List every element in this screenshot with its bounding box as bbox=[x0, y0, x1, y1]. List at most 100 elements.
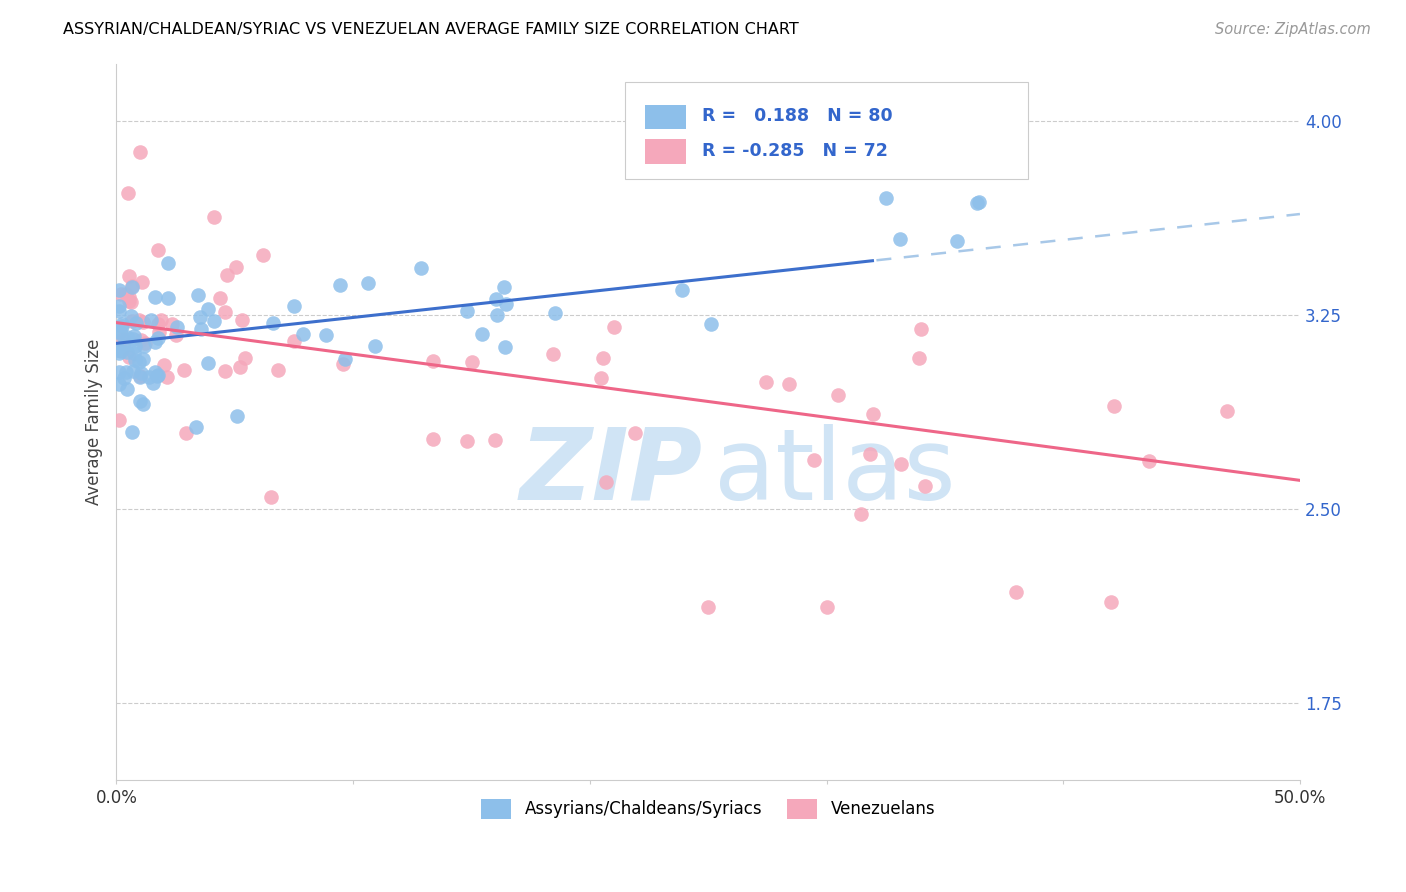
Point bbox=[108, 346, 131, 360]
Point bbox=[329, 278, 352, 293]
Point bbox=[118, 350, 141, 364]
Point bbox=[332, 357, 354, 371]
Point bbox=[129, 394, 152, 409]
Point bbox=[108, 283, 131, 297]
Point bbox=[755, 376, 778, 390]
Point bbox=[132, 397, 155, 411]
Point bbox=[190, 322, 212, 336]
Text: ASSYRIAN/CHALDEAN/SYRIAC VS VENEZUELAN AVERAGE FAMILY SIZE CORRELATION CHART: ASSYRIAN/CHALDEAN/SYRIAC VS VENEZUELAN A… bbox=[63, 22, 799, 37]
Point bbox=[461, 355, 484, 369]
Point bbox=[128, 369, 150, 384]
Point bbox=[456, 434, 478, 448]
Point bbox=[364, 339, 387, 353]
Point bbox=[671, 283, 693, 297]
Point bbox=[197, 301, 219, 316]
Text: ZIP: ZIP bbox=[519, 424, 702, 521]
Point bbox=[292, 326, 315, 341]
Point bbox=[146, 368, 169, 383]
Point bbox=[456, 304, 478, 318]
Point bbox=[357, 277, 380, 291]
Point bbox=[966, 195, 988, 210]
Point bbox=[108, 300, 131, 314]
Point bbox=[859, 447, 882, 461]
Point bbox=[229, 359, 252, 374]
Text: Source: ZipAtlas.com: Source: ZipAtlas.com bbox=[1215, 22, 1371, 37]
Point bbox=[115, 287, 138, 301]
Point bbox=[908, 351, 931, 365]
Point bbox=[115, 382, 138, 396]
Point bbox=[146, 317, 169, 331]
Point bbox=[541, 347, 564, 361]
Point bbox=[862, 407, 884, 421]
Point bbox=[778, 376, 800, 391]
Point bbox=[162, 317, 184, 331]
Point bbox=[225, 409, 247, 423]
Point bbox=[409, 260, 432, 275]
Point bbox=[108, 325, 131, 339]
Point bbox=[471, 327, 494, 342]
Point bbox=[143, 335, 166, 350]
Point bbox=[128, 354, 150, 368]
Point bbox=[124, 352, 146, 367]
Point bbox=[699, 317, 721, 331]
Text: R = -0.285   N = 72: R = -0.285 N = 72 bbox=[702, 142, 889, 160]
Point bbox=[422, 432, 444, 446]
Point bbox=[875, 191, 897, 205]
Point bbox=[851, 507, 873, 521]
Point bbox=[184, 420, 207, 434]
Point bbox=[108, 343, 131, 358]
Point bbox=[624, 425, 647, 440]
Point bbox=[108, 304, 131, 318]
Point bbox=[134, 339, 156, 353]
Point bbox=[124, 339, 146, 353]
Point bbox=[815, 600, 838, 615]
Point bbox=[889, 232, 911, 246]
Point bbox=[146, 330, 169, 344]
Point bbox=[214, 364, 236, 378]
Point bbox=[215, 268, 238, 282]
Point bbox=[262, 316, 284, 330]
Point bbox=[592, 351, 614, 365]
Point bbox=[121, 313, 143, 327]
Point bbox=[110, 327, 132, 342]
Point bbox=[197, 356, 219, 370]
Point bbox=[165, 328, 187, 343]
Point bbox=[132, 351, 155, 366]
Point bbox=[156, 292, 179, 306]
Point bbox=[139, 312, 162, 326]
Point bbox=[112, 371, 135, 385]
Point bbox=[1102, 399, 1125, 413]
Point bbox=[121, 279, 143, 293]
Point bbox=[484, 434, 506, 448]
Point bbox=[122, 364, 145, 378]
Point bbox=[111, 318, 134, 333]
Point bbox=[589, 371, 612, 385]
Point bbox=[138, 369, 160, 384]
Point bbox=[121, 280, 143, 294]
Point bbox=[1216, 404, 1239, 418]
Point bbox=[910, 321, 932, 335]
Point bbox=[118, 293, 141, 308]
Point bbox=[157, 255, 180, 269]
Point bbox=[110, 287, 132, 301]
Point bbox=[120, 295, 142, 310]
Point bbox=[125, 317, 148, 331]
Point bbox=[252, 248, 274, 262]
Bar bbox=[645, 139, 686, 163]
Point bbox=[117, 330, 139, 344]
Point bbox=[150, 312, 173, 326]
Point bbox=[134, 336, 156, 351]
Point bbox=[1005, 584, 1028, 599]
Point bbox=[697, 600, 720, 615]
Point bbox=[187, 287, 209, 301]
Point bbox=[1099, 595, 1122, 609]
Point bbox=[485, 292, 508, 306]
Point bbox=[485, 308, 508, 322]
Point bbox=[121, 425, 143, 439]
Point bbox=[143, 365, 166, 379]
Point bbox=[142, 376, 165, 390]
Point bbox=[494, 340, 516, 354]
Legend: Assyrians/Chaldeans/Syriacs, Venezuelans: Assyrians/Chaldeans/Syriacs, Venezuelans bbox=[475, 792, 942, 826]
Point bbox=[131, 366, 153, 380]
Point bbox=[946, 234, 969, 248]
